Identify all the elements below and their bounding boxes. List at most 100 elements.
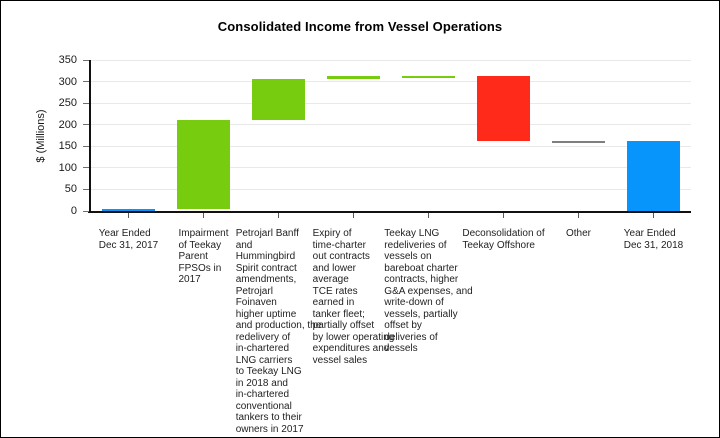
y-tick-label: 150 <box>58 140 77 153</box>
category-label-2: Impairment of Teekay Parent FPSOs in 2017 <box>178 228 228 286</box>
category-label-line: LNG carriers <box>235 354 293 366</box>
waterfall-bar-4 <box>327 76 380 80</box>
category-label-line: vessels <box>384 343 418 354</box>
category-label-line: Parent <box>178 251 208 262</box>
category-label-line: bareboat charter <box>384 262 458 274</box>
y-tick-label: 100 <box>58 161 77 174</box>
category-label-1: Year Ended Dec 31, 2017 <box>99 228 159 251</box>
category-label-line: Dec 31, 2017 <box>98 239 159 251</box>
category-label-line: vessels on <box>384 251 432 262</box>
gridline <box>91 59 691 61</box>
x-tick <box>128 213 129 218</box>
category-label-line: G&A expenses, and <box>384 285 473 297</box>
y-tick-label: 0 <box>70 205 77 217</box>
category-label-line: Teekay Offshore <box>462 239 535 251</box>
y-tick <box>83 145 89 147</box>
category-label-line: owners in 2017 <box>235 423 304 435</box>
category-label-line: and <box>235 239 253 251</box>
category-label-line: Expiry of <box>312 228 352 239</box>
category-label-line: contracts, higher <box>384 274 459 285</box>
y-tick <box>83 81 89 83</box>
category-label-line: TCE rates <box>312 285 358 297</box>
category-label-line: deliveries of <box>384 331 438 343</box>
category-label-line: offset by <box>384 320 422 331</box>
category-label-line: to Teekay LNG <box>235 366 302 377</box>
y-tick <box>83 188 89 190</box>
y-tick-label: 200 <box>58 118 77 131</box>
category-label-line: Teekay LNG <box>384 228 440 239</box>
category-label-line: expenditures and <box>312 343 390 354</box>
y-tick <box>83 59 89 61</box>
category-label-line: Petrojarl <box>235 285 273 297</box>
category-label-line: Spirit contract <box>235 262 297 274</box>
y-axis-title: $ (Millions) <box>35 109 47 163</box>
y-axis-line <box>89 60 91 213</box>
waterfall-bar-5 <box>402 75 455 78</box>
category-label-line: partially offset <box>312 320 375 331</box>
category-label-line: earned in <box>312 297 355 308</box>
category-label-line: time-charter <box>312 239 366 251</box>
category-label-6: Deconsolidation of Teekay Offshore <box>462 228 544 251</box>
category-label-5: Teekay LNG redeliveries of vessels on bareb… <box>384 228 472 355</box>
waterfall-bar-7 <box>552 140 605 143</box>
waterfall-bar-8 <box>627 140 680 211</box>
gridline <box>91 188 691 190</box>
category-label-line: conventional <box>235 400 292 412</box>
category-label-line: Year Ended <box>623 228 676 239</box>
x-tick <box>428 213 429 218</box>
category-label-line: FPSOs in <box>178 262 222 274</box>
y-tick <box>83 167 89 169</box>
category-label-line: of Teekay <box>178 239 222 251</box>
category-label-line: redelivery of <box>235 331 291 343</box>
category-label-line: out contracts <box>312 251 370 262</box>
category-label-line: amendments, <box>235 274 297 285</box>
category-label-line: in 2018 and <box>235 377 288 389</box>
category-label-line: vessels, partially <box>384 308 458 320</box>
category-label-line: higher uptime <box>235 308 297 320</box>
category-label-line: Deconsolidation of <box>462 228 545 239</box>
waterfall-bar-6 <box>477 75 530 141</box>
gridline <box>91 102 691 104</box>
waterfall-bar-1 <box>102 208 155 211</box>
category-label-line: redeliveries of <box>384 239 447 251</box>
y-tick-label: 350 <box>58 54 77 66</box>
chart-title: Consolidated Income from Vessel Operatio… <box>217 19 503 34</box>
gridline <box>91 145 691 147</box>
category-label-line: tanker fleet; <box>312 308 365 320</box>
category-label-line: and production, the <box>235 320 322 331</box>
category-label-line: Hummingbird <box>235 251 296 262</box>
gridline <box>91 167 691 169</box>
category-label-line: tankers to their <box>235 412 302 423</box>
gridline <box>91 124 691 126</box>
category-label-line: 2017 <box>178 274 201 285</box>
gridline <box>91 81 691 83</box>
y-tick <box>83 210 89 212</box>
category-label-line: and lower <box>312 262 356 274</box>
y-tick-label: 300 <box>58 75 77 88</box>
y-tick <box>83 102 89 104</box>
category-label-4: Expiry of time-charter out contracts and lo… <box>313 228 395 366</box>
category-label-line: Year Ended <box>98 228 151 239</box>
category-label-line: average <box>312 274 349 285</box>
y-tick-label: 50 <box>64 183 77 196</box>
x-tick <box>653 213 654 218</box>
category-label-line: vessel sales <box>312 354 368 366</box>
category-label-line: by lower operating <box>312 331 395 343</box>
category-label-line: Dec 31, 2018 <box>623 239 684 251</box>
category-label-3: Petrojarl Banff and Hummingbird Spirit cont… <box>236 228 322 435</box>
waterfall-bar-2 <box>177 120 230 209</box>
category-label-line: Other <box>565 228 592 239</box>
x-tick <box>578 213 579 218</box>
waterfall-bar-3 <box>252 79 305 121</box>
y-tick <box>83 124 89 126</box>
x-tick <box>503 213 504 218</box>
x-tick <box>203 213 204 218</box>
category-label-line: Petrojarl Banff <box>235 228 299 239</box>
x-tick <box>278 213 279 218</box>
category-label-7: Other <box>566 228 591 240</box>
category-label-8: Year Ended Dec 31, 2018 <box>624 228 684 251</box>
x-axis-line <box>88 211 691 213</box>
category-label-line: Foinaven <box>235 297 277 308</box>
category-label-line: Impairment <box>178 228 229 239</box>
y-tick-label: 250 <box>58 97 77 110</box>
